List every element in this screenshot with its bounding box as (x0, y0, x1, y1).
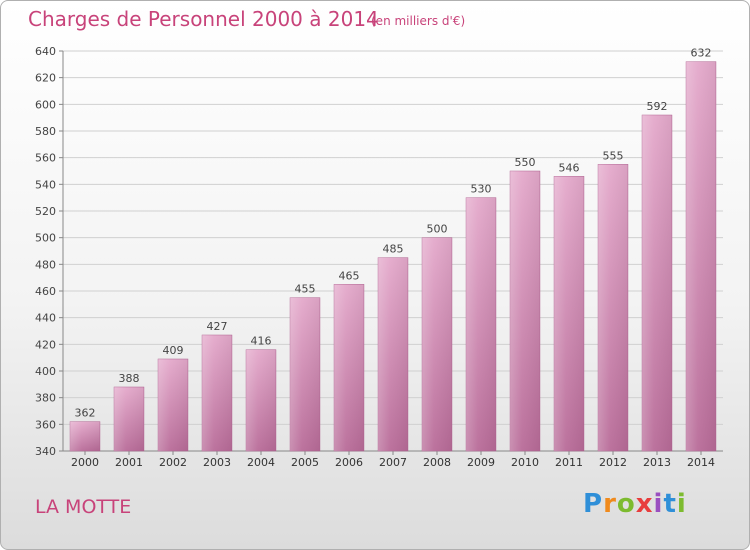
bar-shine (334, 284, 364, 451)
y-tick-label: 420 (35, 338, 56, 351)
y-tick-label: 500 (35, 232, 56, 245)
value-label: 550 (515, 156, 536, 169)
x-tick-label: 2013 (643, 456, 671, 469)
y-tick-label: 340 (35, 445, 56, 458)
axes: 340 360 380 400 420 440 460 480 500 520 540 560 580 6… (35, 45, 723, 469)
x-tick-label: 2003 (203, 456, 231, 469)
logo-letter: P (583, 489, 604, 519)
y-tick-label: 360 (35, 418, 56, 431)
value-label: 546 (559, 161, 580, 174)
bar-shine (290, 297, 320, 451)
y-tick-label: 560 (35, 152, 56, 165)
y-tick-label: 380 (35, 392, 56, 405)
value-label: 530 (471, 183, 492, 196)
x-tick-label: 2005 (291, 456, 319, 469)
bar-shine (114, 387, 144, 451)
bar-shine (202, 335, 232, 451)
y-tick-label: 640 (35, 45, 56, 58)
value-label: 455 (295, 283, 316, 296)
value-label: 592 (647, 100, 668, 113)
bar-shine (686, 61, 716, 452)
x-tick-label: 2002 (159, 456, 187, 469)
y-tick-label: 580 (35, 125, 56, 138)
logo-letter: t (663, 489, 677, 519)
x-tick-label: 2008 (423, 456, 451, 469)
bar-shine (554, 176, 584, 452)
proxiti-logo: Proxiti (583, 489, 687, 519)
value-label: 362 (75, 407, 96, 420)
town-name: LA MOTTE (35, 496, 132, 518)
logo-letter: i (676, 489, 687, 519)
y-tick-label: 460 (35, 285, 56, 298)
bar-shine (246, 349, 276, 451)
y-tick-label: 600 (35, 98, 56, 111)
bar-shine (598, 164, 628, 452)
logo-letter: o (616, 489, 636, 519)
y-tick-label: 520 (35, 205, 56, 218)
y-tick-label: 480 (35, 258, 56, 271)
y-tick-label: 540 (35, 178, 56, 191)
bar-shine (158, 359, 188, 451)
value-label: 632 (691, 47, 712, 60)
value-label: 555 (603, 149, 624, 162)
bar-shine (510, 171, 540, 451)
x-tick-label: 2000 (71, 456, 99, 469)
bar-shine (70, 421, 100, 451)
value-label: 465 (339, 269, 360, 282)
chart-title: Charges de Personnel 2000 à 2014 (28, 7, 379, 31)
x-tick-label: 2011 (555, 456, 583, 469)
x-tick-label: 2007 (379, 456, 407, 469)
value-label: 388 (119, 372, 140, 385)
value-label: 485 (383, 243, 404, 256)
value-label: 427 (207, 320, 228, 333)
x-tick-label: 2001 (115, 456, 143, 469)
logo-letter: i (653, 489, 664, 519)
y-tick-label: 400 (35, 365, 56, 378)
value-label: 416 (251, 335, 272, 348)
value-label: 500 (427, 223, 448, 236)
chart-subtitle: (en milliers d'€) (371, 14, 466, 28)
x-tick-label: 2012 (599, 456, 627, 469)
x-tick-label: 2010 (511, 456, 539, 469)
bar-shine (378, 257, 408, 451)
x-tick-label: 2004 (247, 456, 275, 469)
bar-shine (466, 197, 496, 451)
logo-letter: x (635, 489, 654, 519)
x-tick-label: 2009 (467, 456, 495, 469)
bars (69, 61, 717, 452)
x-tick-label: 2006 (335, 456, 363, 469)
y-tick-label: 620 (35, 72, 56, 85)
bar-shine (642, 115, 672, 451)
bar-shine (422, 237, 452, 451)
logo-letter: r (603, 489, 617, 519)
value-label: 409 (163, 344, 184, 357)
x-tick-label: 2014 (687, 456, 715, 469)
y-tick-label: 440 (35, 312, 56, 325)
value-labels: 362 388 409 427 416 455 465 485 500 530 550 546 555 5… (75, 47, 712, 420)
